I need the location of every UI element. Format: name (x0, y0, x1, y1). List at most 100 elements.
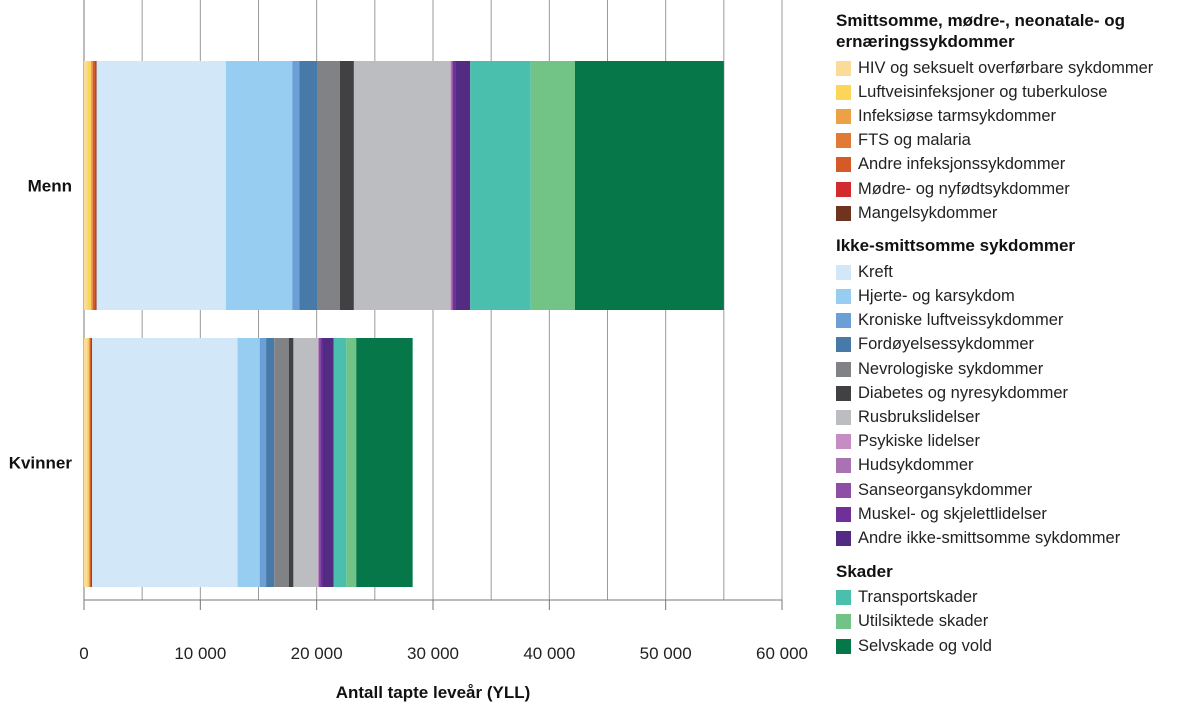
legend-swatch (836, 133, 851, 149)
bar-segment (259, 338, 267, 587)
bar-segment (96, 61, 97, 310)
bar-segment (451, 61, 453, 310)
bar-segment (317, 61, 340, 310)
legend: Smittsomme, mødre-, neonatale- og ernæri… (836, 10, 1196, 668)
legend-item: Sanseorgansykdommer (836, 478, 1196, 502)
legend-swatch (836, 157, 851, 173)
bar-segment (89, 338, 91, 587)
legend-label: Luftveisinfeksjoner og tuberkulose (858, 82, 1108, 101)
legend-item: Hudsykdommer (836, 454, 1196, 478)
legend-swatch (836, 458, 851, 474)
legend-swatch (836, 385, 851, 401)
legend-swatch (836, 181, 851, 197)
legend-item: Rusbrukslidelser (836, 405, 1196, 429)
bar-segment (299, 61, 318, 310)
legend-label: Psykiske lidelser (858, 432, 980, 451)
legend-item: Infeksiøse tarmsykdommer (836, 104, 1196, 128)
bar-segment (292, 61, 300, 310)
bar-segment (274, 338, 289, 587)
bar-segment (86, 338, 89, 587)
legend-swatch (836, 638, 851, 654)
x-tick-label: 10 000 (174, 644, 226, 663)
legend-item: Andre infeksjonssykdommer (836, 153, 1196, 177)
bar-segment (89, 338, 90, 587)
bar-segment (288, 338, 294, 587)
legend-item: Mødre- og nyfødtsykdommer (836, 177, 1196, 201)
bar-segment (92, 61, 96, 310)
legend-swatch (836, 84, 851, 100)
legend-label: Kroniske luftveissykdommer (858, 311, 1064, 330)
legend-swatch (836, 410, 851, 426)
legend-item: HIV og seksuelt overførbare sykdommer (836, 56, 1196, 80)
legend-label: Mødre- og nyfødtsykdommer (858, 179, 1070, 198)
bar-segment (91, 338, 93, 587)
legend-label: Andre ikke-smittsomme sykdommer (858, 528, 1121, 547)
legend-label: Kreft (858, 262, 893, 281)
bar-segment (225, 61, 293, 310)
legend-item: Kreft (836, 260, 1196, 284)
bar-segment (90, 338, 92, 587)
bar-segment (356, 338, 413, 587)
bar-segment (96, 61, 226, 310)
legend-item: Psykiske lidelser (836, 430, 1196, 454)
legend-swatch (836, 482, 851, 498)
legend-group-title: Ikke-smittsomme sykdommer (836, 236, 1076, 256)
bar-segment (455, 61, 471, 310)
bar-segment (318, 338, 321, 587)
bar-segment (92, 61, 93, 310)
x-tick-label: 50 000 (640, 644, 692, 663)
legend-item: Andre ikke-smittsomme sykdommer (836, 526, 1196, 550)
legend-item: Luftveisinfeksjoner og tuberkulose (836, 80, 1196, 104)
legend-swatch (836, 264, 851, 280)
legend-swatch (836, 530, 851, 546)
legend-swatch (836, 434, 851, 450)
bar-segment (92, 338, 238, 587)
bar-segment (322, 338, 334, 587)
x-axis-title: Antall tapte leveår (YLL) (336, 683, 531, 702)
bar-segment (237, 338, 260, 587)
category-label: Kvinner (9, 454, 73, 473)
category-label: Menn (28, 177, 72, 196)
bar-segment (353, 61, 451, 310)
legend-label: FTS og malaria (858, 131, 971, 150)
legend-group: Skader Transportskader Utilsiktede skader S… (836, 561, 1196, 659)
x-tick-label: 0 (79, 644, 88, 663)
legend-label: Nevrologiske sykdommer (858, 359, 1044, 378)
legend-label: Diabetes og nyresykdommer (858, 383, 1069, 402)
x-tick-label: 40 000 (523, 644, 575, 663)
legend-group: Smittsomme, mødre-, neonatale- og ernæri… (836, 10, 1196, 225)
legend-group-title: Skader (836, 561, 893, 581)
legend-item: Utilsiktede skader (836, 610, 1196, 634)
legend-label: Hjerte- og karsykdom (858, 287, 1015, 306)
legend-label: Hudsykdommer (858, 456, 974, 475)
legend-swatch (836, 590, 851, 606)
legend-label: HIV og seksuelt overførbare sykdommer (858, 58, 1154, 77)
bar-segment (95, 61, 97, 310)
bar-segment (84, 61, 88, 310)
bar-segment (339, 61, 354, 310)
legend-swatch (836, 361, 851, 377)
legend-swatch (836, 205, 851, 221)
bar-segment (90, 61, 93, 310)
legend-swatch (836, 60, 851, 76)
legend-label: Muskel- og skjelettlidelser (858, 504, 1047, 523)
bar-segment (452, 61, 456, 310)
legend-swatch (836, 108, 851, 124)
legend-label: Transportskader (858, 588, 978, 607)
legend-item: Nevrologiske sykdommer (836, 357, 1196, 381)
bar-segment (450, 61, 452, 310)
legend-label: Infeksiøse tarmsykdommer (858, 106, 1057, 125)
legend-swatch (836, 313, 851, 329)
legend-label: Rusbrukslidelser (858, 408, 980, 427)
bar-segment (346, 338, 357, 587)
bar-segment (530, 61, 575, 310)
legend-label: Selvskade og vold (858, 636, 992, 655)
legend-item: Transportskader (836, 586, 1196, 610)
legend-label: Utilsiktede skader (858, 612, 989, 631)
legend-swatch (836, 337, 851, 353)
bar-segment (451, 61, 452, 310)
legend-item: FTS og malaria (836, 129, 1196, 153)
legend-item: Fordøyelsessykdommer (836, 333, 1196, 357)
x-tick-label: 20 000 (291, 644, 343, 663)
legend-swatch (836, 614, 851, 630)
